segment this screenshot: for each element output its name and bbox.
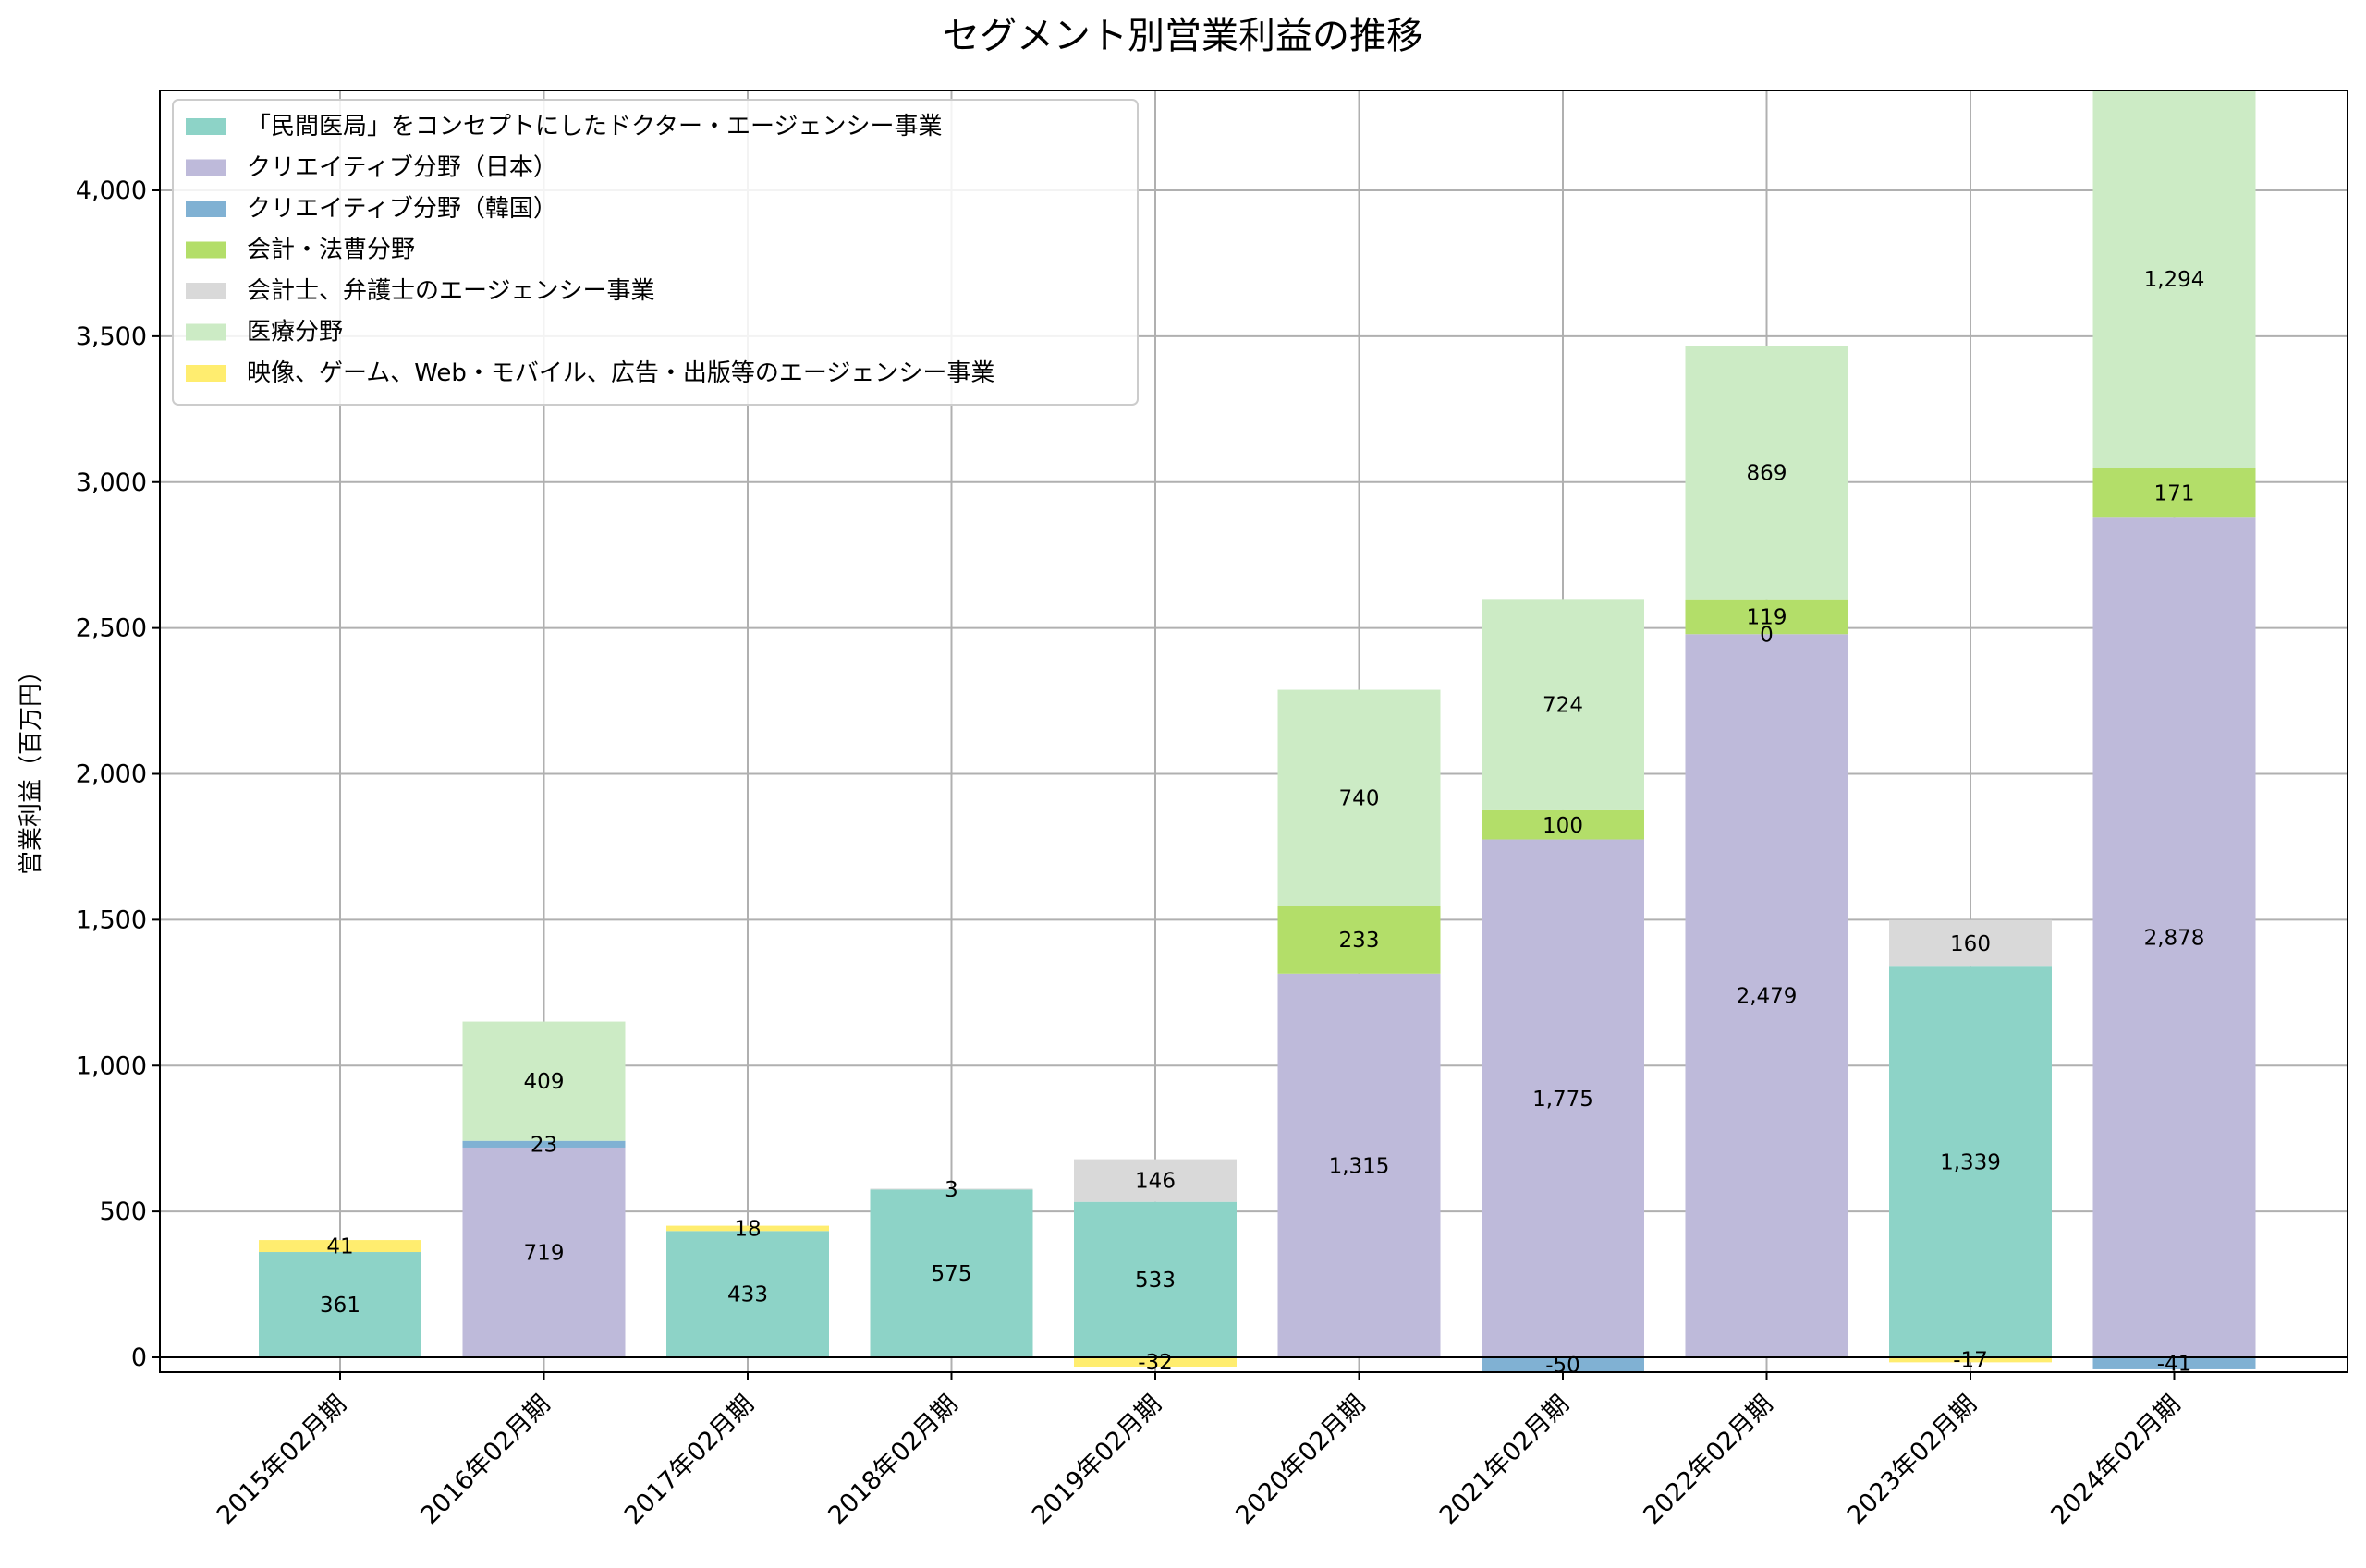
data-label: 740 [1339, 786, 1380, 810]
legend-swatch [186, 283, 226, 299]
data-label: 41 [326, 1235, 353, 1259]
bar-segment [462, 1147, 626, 1357]
legend-entry: 会計士、弁護士のエージェンシー事業 [247, 277, 654, 305]
bar-segment [1074, 1357, 1237, 1367]
y-tick-label: 2,500 [76, 614, 147, 643]
legend-entry: 医療分野 [247, 319, 343, 346]
data-label: 719 [524, 1241, 565, 1265]
data-label: 18 [734, 1217, 761, 1241]
data-label: 100 [1543, 814, 1583, 838]
bar-segment [2092, 90, 2256, 468]
bar-segment [666, 1225, 829, 1232]
bar-segment [2092, 517, 2256, 1357]
data-label: 0 [1760, 623, 1774, 647]
chart-title: セグメント別営業利益の推移 [943, 15, 1423, 57]
data-label: 1,294 [2144, 268, 2205, 292]
legend-swatch [186, 118, 226, 135]
data-label: 433 [727, 1283, 768, 1307]
legend: 「民間医局」をコンセプトにしたドクター・エージェンシー事業クリエイティブ分野（日… [172, 99, 1139, 406]
y-tick-label: 4,000 [76, 176, 147, 205]
bar-segment [1074, 1159, 1237, 1202]
bar-segment [1685, 634, 1848, 1357]
legend-entry: クリエイティブ分野（日本） [247, 154, 557, 182]
legend-entry: 会計・法曹分野 [247, 237, 415, 264]
legend-entry: クリエイティブ分野（韓国） [247, 195, 557, 223]
bar-segment [1889, 919, 2052, 967]
bar-segment [1685, 599, 1848, 635]
y-tick-label: 1,500 [76, 906, 147, 934]
bar-segment [1889, 966, 2052, 1357]
bar-segment [462, 1140, 626, 1148]
bar-segment [1482, 1357, 1644, 1372]
bar-segment [1277, 689, 1441, 906]
data-label: 119 [1747, 605, 1787, 629]
data-labels: 361 433 575 533 1,339 719 1,315 1,775 2,479 2,878… [320, 268, 2204, 1378]
bar-segment [870, 1189, 1033, 1357]
data-label: 533 [1135, 1269, 1176, 1293]
bar-segment [1482, 809, 1644, 840]
bar-segment [1482, 599, 1644, 810]
legend-box [172, 99, 1139, 406]
legend-swatch [186, 241, 226, 259]
bar-segment [1685, 346, 1848, 600]
data-label: 2,479 [1737, 985, 1798, 1009]
bar-segment [259, 1240, 421, 1253]
bar-segment [1277, 973, 1441, 1357]
bar-segment [870, 1188, 1033, 1190]
data-label: 160 [1950, 932, 1991, 956]
data-label: 23 [531, 1133, 557, 1157]
y-tick-label: 2,000 [76, 760, 147, 789]
data-label: 1,775 [1532, 1088, 1593, 1112]
bar-segment [259, 1252, 421, 1357]
bar-segment [1889, 1357, 2052, 1363]
legend-swatch [186, 159, 226, 176]
y-axis-label: 営業利益（百万円） [18, 659, 45, 875]
data-label: 575 [932, 1262, 972, 1286]
y-tick-label: 0 [131, 1343, 147, 1372]
y-tick-label: 3,500 [76, 322, 147, 351]
y-tick-label: 1,000 [76, 1051, 147, 1080]
plot-frame [159, 90, 2348, 1373]
bar-segment [1074, 1201, 1237, 1357]
data-label: 171 [2154, 481, 2195, 505]
data-label: 724 [1543, 694, 1583, 718]
data-label: 233 [1339, 929, 1380, 953]
data-label: -17 [1953, 1349, 1988, 1373]
legend-entry: 映像、ゲーム、Web・モバイル、広告・出版等のエージェンシー事業 [247, 359, 994, 387]
data-label: -32 [1138, 1351, 1173, 1375]
bar-segment [666, 1231, 829, 1357]
bar-segment [2092, 468, 2256, 518]
y-tick-label: 3,000 [76, 468, 147, 497]
data-label: 869 [1747, 461, 1787, 485]
data-label: 3 [945, 1178, 958, 1202]
legend-swatch [186, 365, 226, 382]
y-tick-label: 500 [99, 1197, 147, 1226]
data-label: 2,878 [2144, 927, 2205, 951]
data-label: 1,315 [1329, 1154, 1390, 1178]
data-label: 1,339 [1940, 1151, 2001, 1175]
data-label: 146 [1135, 1170, 1176, 1194]
data-label: 361 [320, 1294, 360, 1318]
legend-swatch [186, 323, 226, 341]
bars [259, 90, 2256, 1372]
bar-segment [1482, 839, 1644, 1357]
bar-segment [462, 1021, 626, 1141]
bar-segment [2092, 1357, 2256, 1369]
bar-segment [1277, 906, 1441, 974]
legend-swatch [186, 201, 226, 217]
data-label: 409 [524, 1070, 565, 1094]
legend-entry: 「民間医局」をコンセプトにしたドクター・エージェンシー事業 [247, 113, 942, 140]
